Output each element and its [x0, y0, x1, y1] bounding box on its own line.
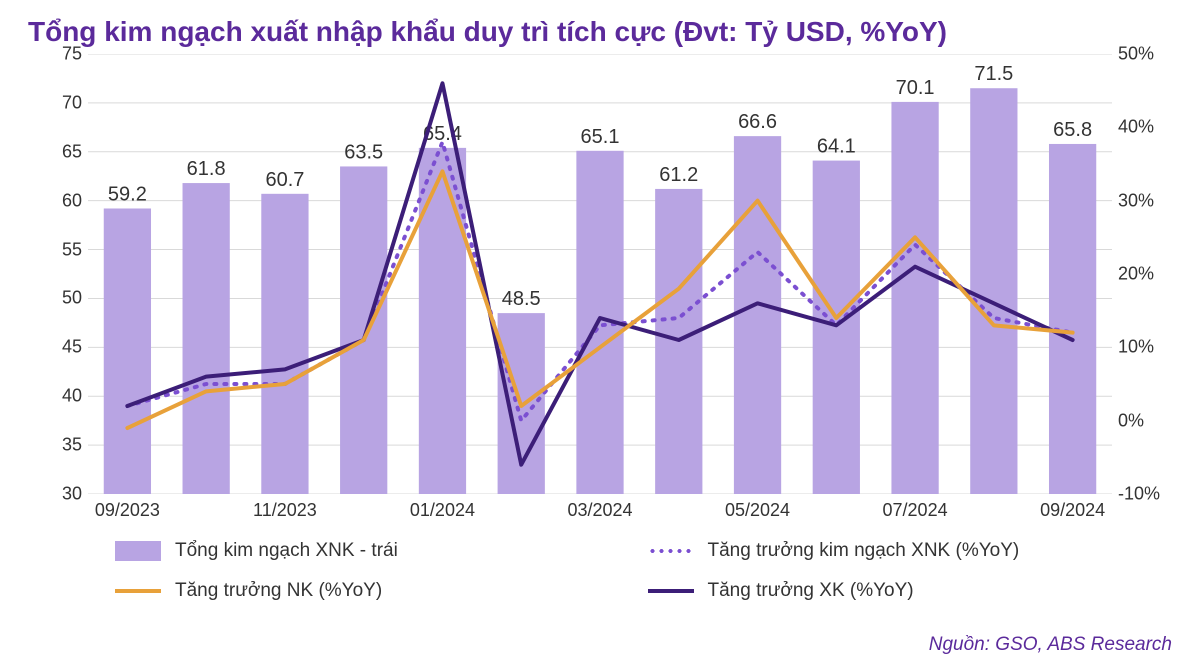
- y-right-tick: 10%: [1118, 337, 1178, 358]
- bar: [183, 183, 230, 494]
- bar-value-label: 66.6: [738, 111, 777, 133]
- legend-swatch-line: [115, 589, 161, 593]
- y-left-tick: 45: [22, 337, 82, 358]
- bar: [891, 102, 938, 494]
- x-tick-label: 01/2024: [410, 500, 475, 521]
- y-right-tick: 50%: [1118, 44, 1178, 65]
- legend-item: Tăng trưởng XK (%YoY): [648, 580, 1141, 602]
- bar: [104, 208, 151, 494]
- bar-value-label: 60.7: [265, 169, 304, 191]
- bar: [261, 194, 308, 494]
- x-tick-label: 09/2024: [1040, 500, 1105, 521]
- x-tick-label: 03/2024: [567, 500, 632, 521]
- x-tick-label: 11/2023: [253, 500, 317, 521]
- bar-value-label: 70.1: [896, 77, 935, 99]
- bar-value-label: 64.1: [817, 136, 856, 158]
- bar: [970, 88, 1017, 494]
- plot-area: 59.261.860.763.565.448.565.161.266.664.1…: [88, 54, 1112, 494]
- legend-item: Tăng trưởng NK (%YoY): [115, 580, 608, 602]
- legend-swatch-bar: [115, 541, 161, 561]
- x-tick-label: 09/2023: [95, 500, 160, 521]
- y-right-tick: 30%: [1118, 190, 1178, 211]
- legend: Tổng kim ngạch XNK - trái Tăng trưởng kim…: [115, 540, 1140, 602]
- plot-svg: 59.261.860.763.565.448.565.161.266.664.1…: [88, 54, 1112, 494]
- bar-value-label: 48.5: [502, 288, 541, 310]
- bar-value-label: 71.5: [974, 63, 1013, 85]
- y-axis-right: -10%0%10%20%30%40%50%: [1118, 54, 1178, 494]
- legend-swatch-dotted: [648, 549, 694, 553]
- y-left-tick: 40: [22, 386, 82, 407]
- legend-label: Tăng trưởng NK (%YoY): [175, 580, 382, 602]
- y-right-tick: 20%: [1118, 264, 1178, 285]
- bar: [340, 166, 387, 494]
- legend-item: Tổng kim ngạch XNK - trái: [115, 540, 608, 562]
- x-tick-label: 05/2024: [725, 500, 790, 521]
- bar: [734, 136, 781, 494]
- x-axis-labels: 09/2023 11/2023 01/2024 03/2024 05/2024 07/20…: [88, 500, 1112, 524]
- chart-title: Tổng kim ngạch xuất nhập khẩu duy trì tí…: [28, 16, 1172, 48]
- y-right-tick: 0%: [1118, 410, 1178, 431]
- bar: [1049, 144, 1096, 494]
- y-left-tick: 70: [22, 92, 82, 113]
- y-left-tick: 55: [22, 239, 82, 260]
- legend-label: Tăng trưởng kim ngạch XNK (%YoY): [708, 540, 1020, 562]
- bars-group: 59.261.860.763.565.448.565.161.266.664.1…: [104, 63, 1096, 494]
- bar-value-label: 65.1: [581, 126, 620, 148]
- legend-swatch-line: [648, 589, 694, 593]
- y-axis-left: 30354045505560657075: [22, 54, 82, 494]
- legend-item: Tăng trưởng kim ngạch XNK (%YoY): [648, 540, 1141, 562]
- chart-container: 30354045505560657075 -10%0%10%20%30%40%5…: [28, 54, 1172, 494]
- y-left-tick: 30: [22, 484, 82, 505]
- y-left-tick: 60: [22, 190, 82, 211]
- bar-value-label: 65.8: [1053, 119, 1092, 141]
- bar-value-label: 63.5: [344, 141, 383, 163]
- source-note: Nguồn: GSO, ABS Research: [929, 634, 1172, 656]
- legend-label: Tăng trưởng XK (%YoY): [708, 580, 914, 602]
- bar-value-label: 59.2: [108, 183, 147, 205]
- bar-value-label: 61.8: [187, 158, 226, 180]
- y-right-tick: 40%: [1118, 117, 1178, 138]
- y-left-tick: 50: [22, 288, 82, 309]
- legend-label: Tổng kim ngạch XNK - trái: [175, 540, 398, 562]
- y-right-tick: -10%: [1118, 484, 1178, 505]
- x-tick-label: 07/2024: [883, 500, 948, 521]
- bar-value-label: 61.2: [659, 164, 698, 186]
- y-left-tick: 65: [22, 141, 82, 162]
- y-left-tick: 75: [22, 44, 82, 65]
- y-left-tick: 35: [22, 435, 82, 456]
